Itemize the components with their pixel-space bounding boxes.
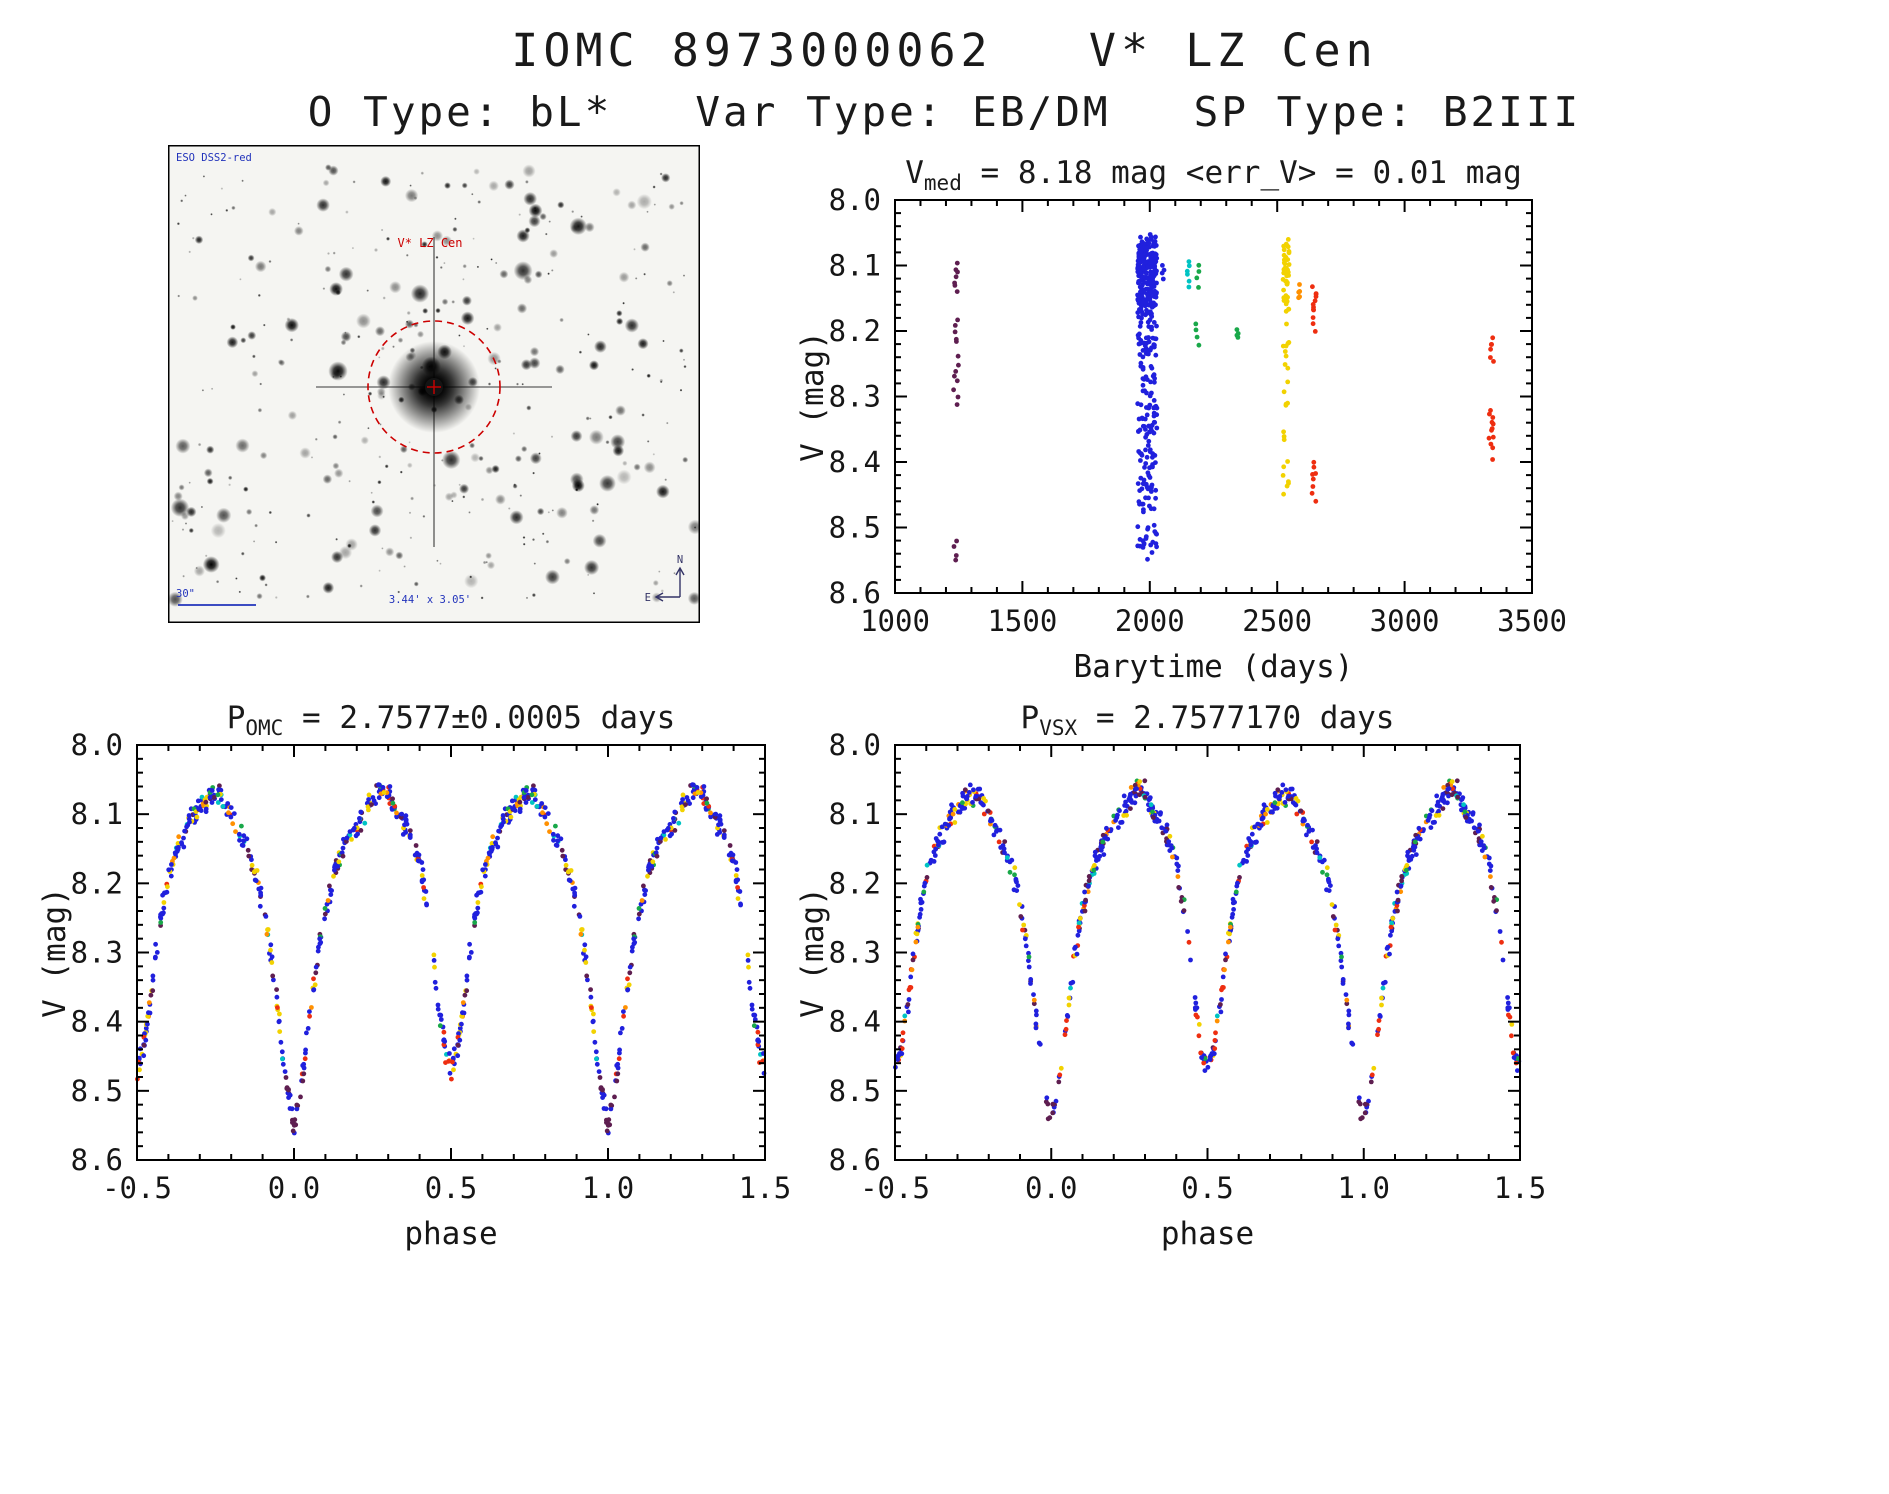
y-tick-label: 8.3 — [71, 936, 123, 970]
x-tick-label: 1.5 — [739, 1171, 791, 1205]
title-rest: = 8.18 mag <err_V> = 0.01 mag — [961, 155, 1522, 191]
target-marker: V* LZ Cen — [367, 236, 501, 454]
x-tick-label: 3500 — [1497, 604, 1567, 638]
y-tick-label: 8.4 — [829, 445, 881, 479]
page-title: IOMC 8973000062 V* LZ Cen — [511, 24, 1378, 77]
x-tick-label: 1.0 — [582, 1171, 634, 1205]
y-tick-label: 8.5 — [829, 1074, 881, 1108]
phase-vsx-chart-title: PVSX = 2.7577170 days — [895, 695, 1520, 741]
x-axis-label: phase — [1161, 1216, 1254, 1252]
phase-vsx-plot: -0.5 0.0 0.5 1.0 1.58.08.18.28.38.48.58.6pha… — [795, 728, 1547, 1252]
y-axis-label: V (mag) — [795, 331, 831, 462]
barytime-chart: Vmed = 8.18 mag <err_V> = 0.01 mag 1000 1… — [790, 150, 1590, 695]
barytime-plot: 1000 1500 2000 2500 3000 3500 8.0 8.1 8.2 8.3 8.4 8… — [795, 183, 1567, 685]
axes — [894, 744, 1521, 1161]
x-axis-label: Barytime (days) — [1074, 649, 1354, 685]
data-points — [893, 778, 1522, 1122]
x-tick-label: 1.5 — [1494, 1171, 1546, 1205]
y-tick-label: 8.5 — [829, 511, 881, 545]
x-tick-label: 0.5 — [425, 1171, 477, 1205]
compass-north-label: N — [677, 554, 683, 566]
y-tick-label: 8.5 — [71, 1074, 123, 1108]
y-tick-label: 8.6 — [71, 1143, 123, 1177]
target-circle — [367, 320, 501, 454]
x-tick-label: 0.5 — [1181, 1171, 1233, 1205]
scale-bar: 30" — [176, 588, 256, 606]
x-axis-label: phase — [404, 1216, 497, 1252]
compass — [654, 566, 685, 602]
title-sub: med — [923, 171, 962, 196]
y-tick-label: 8.3 — [829, 380, 881, 414]
title-main: P — [1020, 700, 1040, 736]
title-main: V — [905, 155, 924, 191]
page-subtitle: O Type: bL* Var Type: EB/DM SP Type: B2I… — [307, 88, 1582, 136]
tick-labels: -0.5 0.0 0.5 1.0 1.5 8.0 8.1 8.2 8.3 8.4 8.5 8.6 — [71, 728, 792, 1205]
x-tick-label: 1500 — [987, 604, 1057, 638]
x-tick-label: -0.5 — [102, 1171, 172, 1205]
y-tick-label: 8.0 — [71, 728, 123, 762]
y-axis-label: V (mag) — [795, 887, 831, 1018]
scale-bar-label: 30" — [176, 588, 195, 600]
title-rest: = 2.7577170 days — [1077, 700, 1395, 736]
y-tick-label: 8.2 — [829, 866, 881, 900]
x-tick-label: 2500 — [1242, 604, 1312, 638]
fov-label: 3.44' x 3.05' — [389, 594, 471, 606]
x-tick-label: 1000 — [860, 604, 930, 638]
x-tick-label: 1.0 — [1338, 1171, 1390, 1205]
tick-labels: 1000 1500 2000 2500 3000 3500 8.0 8.1 8.2 8.3 8.4 8… — [829, 183, 1567, 638]
y-tick-label: 8.1 — [829, 249, 881, 283]
y-tick-label: 8.6 — [829, 576, 881, 610]
phase-vsx-chart: PVSX = 2.7577170 days -0.5 0.0 0.5 1.0 1.5 8.… — [795, 695, 1565, 1255]
y-tick-label: 8.4 — [71, 1005, 123, 1039]
finder-chart: V* LZ Cen ESO DSS2-red 30" 3.44' x 3.05'… — [168, 145, 700, 623]
y-axis-label: V (mag) — [37, 887, 73, 1018]
title-sub: OMC — [245, 716, 284, 741]
y-tick-label: 8.0 — [829, 183, 881, 217]
title-sub: VSX — [1039, 716, 1078, 741]
data-points — [135, 782, 767, 1136]
title-main: P — [226, 700, 246, 736]
y-tick-label: 8.4 — [829, 1005, 881, 1039]
y-tick-label: 8.0 — [829, 728, 881, 762]
axis-labels: phase V (mag) — [795, 887, 1254, 1252]
y-tick-label: 8.1 — [829, 797, 881, 831]
axis-labels: Barytime (days) V (mag) — [795, 331, 1353, 685]
x-tick-label: 0.0 — [268, 1171, 320, 1205]
y-tick-label: 8.3 — [829, 936, 881, 970]
barytime-chart-title: Vmed = 8.18 mag <err_V> = 0.01 mag — [895, 150, 1532, 196]
x-tick-label: 3000 — [1370, 604, 1440, 638]
title-rest: = 2.7577±0.0005 days — [283, 700, 676, 736]
tick-labels: -0.5 0.0 0.5 1.0 1.5 8.0 8.1 8.2 8.3 8.4 8.5 8.6 — [829, 728, 1547, 1205]
y-tick-label: 8.1 — [71, 797, 123, 831]
phase-omc-chart-title: POMC = 2.7577±0.0005 days — [137, 695, 765, 741]
y-tick-label: 8.6 — [829, 1143, 881, 1177]
axes — [894, 199, 1533, 594]
y-tick-label: 8.2 — [71, 866, 123, 900]
compass-east-label: E — [645, 592, 651, 604]
phase-omc-chart: POMC = 2.7577±0.0005 days -0.5 0.0 0.5 1.0 1… — [37, 695, 805, 1255]
finder-frame — [168, 145, 700, 623]
phase-omc-plot: -0.5 0.0 0.5 1.0 1.58.08.18.28.38.48.58.6pha… — [37, 728, 792, 1252]
y-tick-label: 8.2 — [829, 314, 881, 348]
data-points — [951, 232, 1496, 563]
target-label: V* LZ Cen — [397, 236, 462, 250]
x-tick-label: -0.5 — [860, 1171, 930, 1205]
survey-label: ESO DSS2-red — [176, 152, 252, 164]
axis-labels: phase V (mag) — [37, 887, 498, 1252]
axes — [136, 744, 766, 1161]
x-tick-label: 0.0 — [1025, 1171, 1077, 1205]
x-tick-label: 2000 — [1115, 604, 1185, 638]
star-field — [168, 164, 700, 607]
